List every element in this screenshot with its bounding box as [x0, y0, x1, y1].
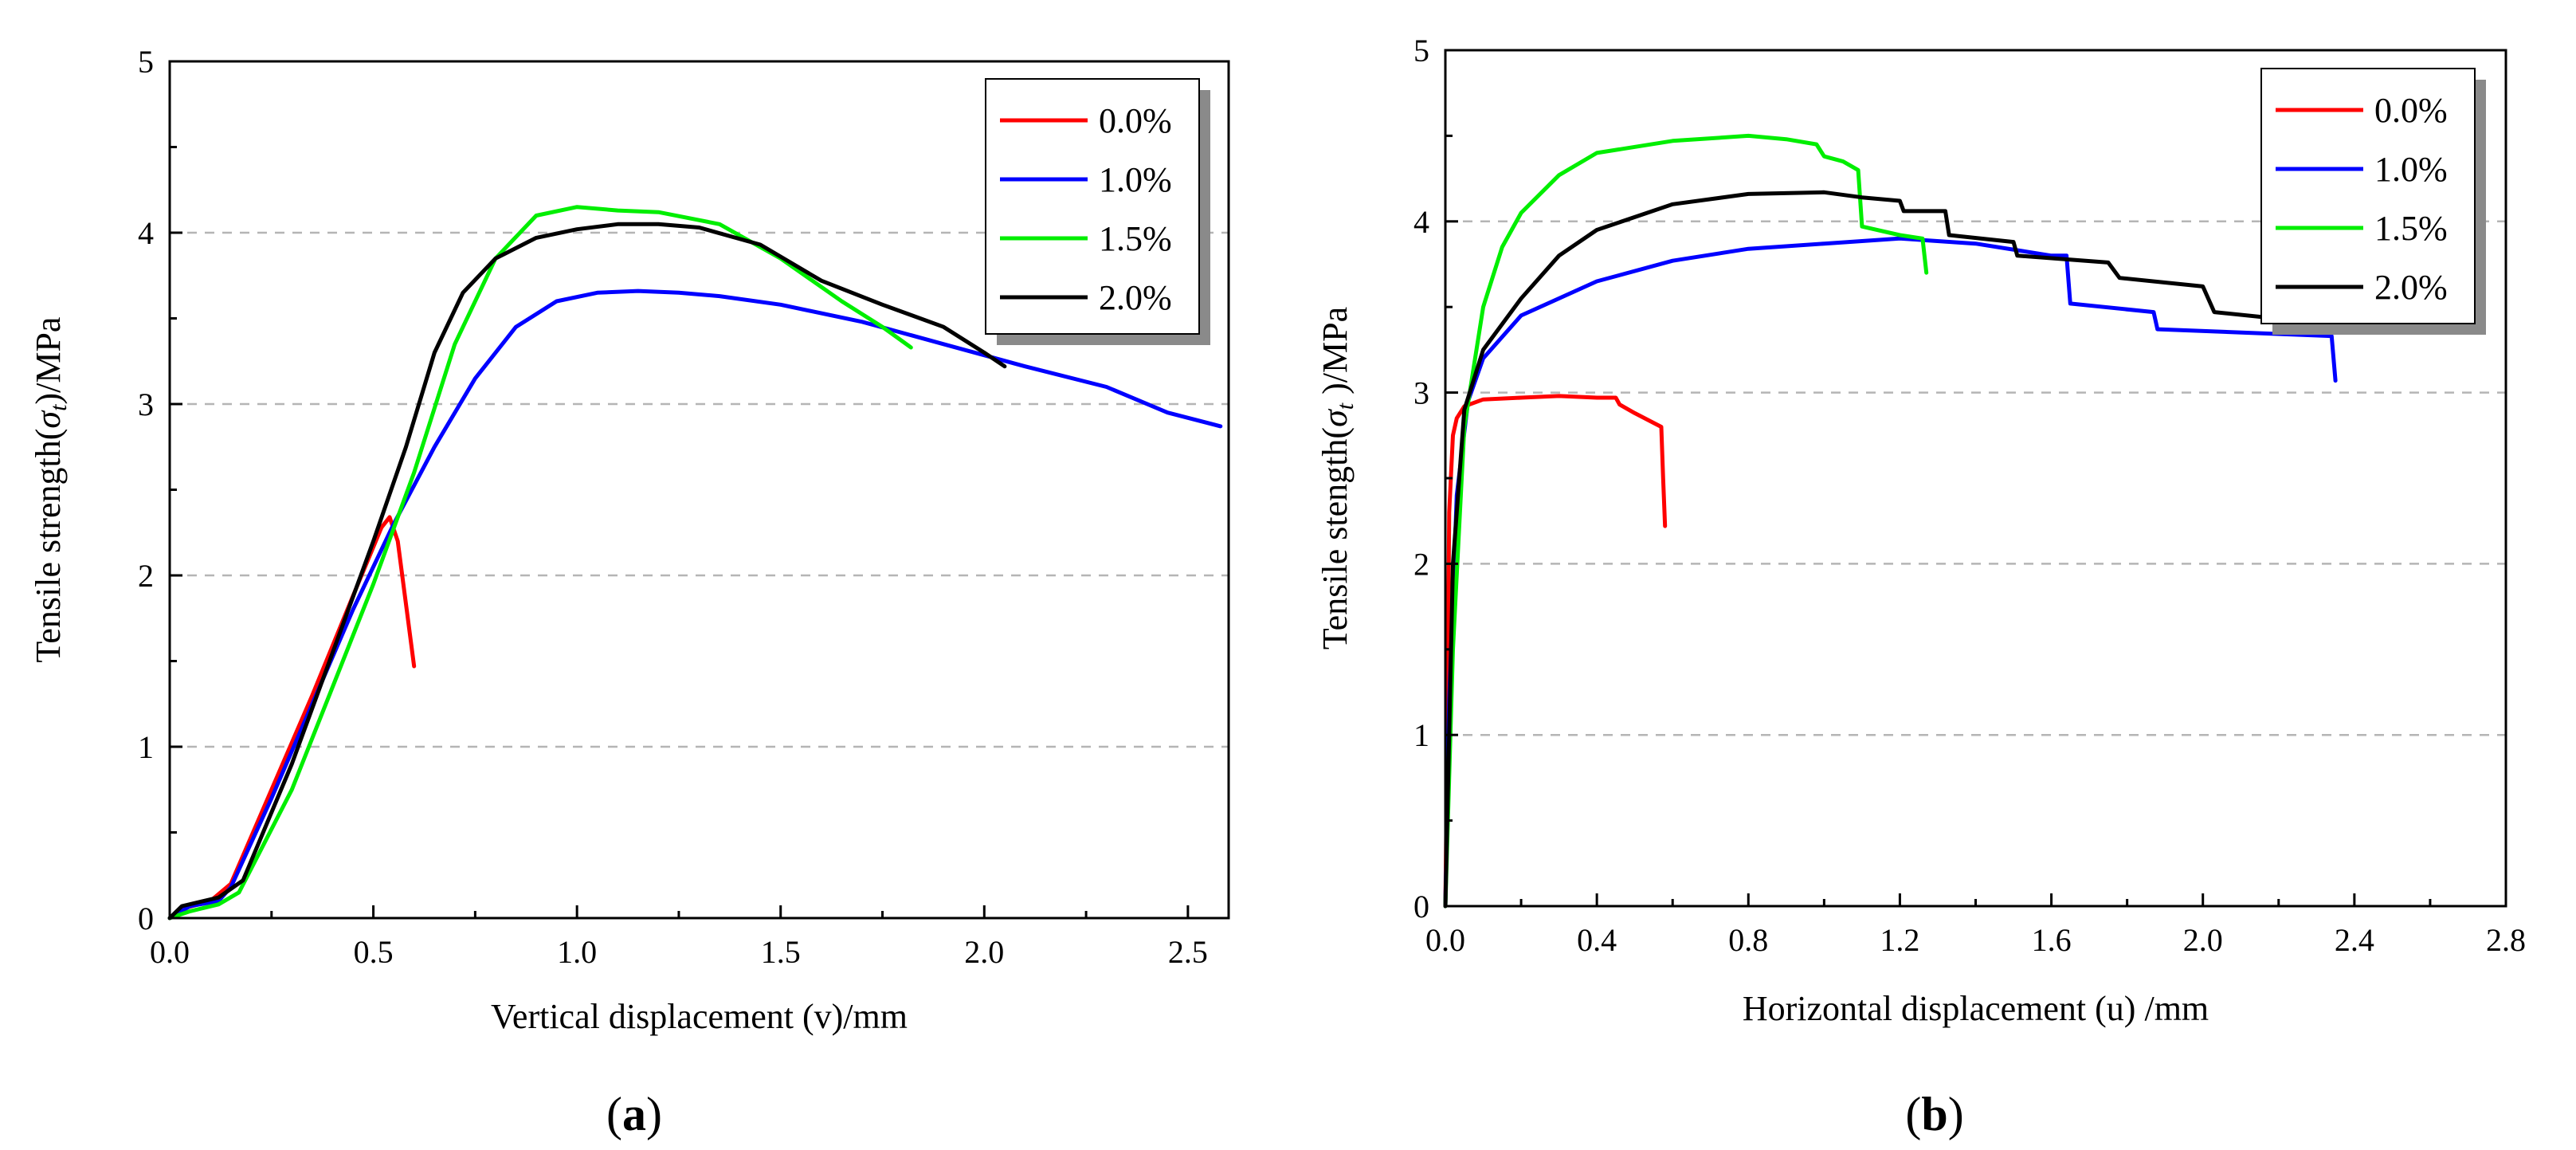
panel-b-y-title-symbol: σ [1315, 408, 1355, 427]
panel-a-x-tick-label: 0.5 [354, 934, 394, 970]
panel-b-x-tick-label: 0.4 [1577, 922, 1617, 958]
panel-b-x-tick-label: 1.6 [2032, 922, 2072, 958]
panel-a-x-tick-label: 1.0 [557, 934, 597, 970]
panel-b-ticks: 0.0 0.4 0.8 1.2 1.6 2.0 2.4 2.8 0 1 2 3 4 5 [1413, 33, 2526, 958]
panel-a-y-tick-label: 4 [138, 215, 154, 251]
panel-a-series-line-2-0- [167, 222, 1007, 920]
panel-b-legend-label: 0.0% [2374, 91, 2448, 130]
panel-a-y-title-prefix: Tensile strength( [29, 429, 68, 663]
panel-b-y-title-prefix: Tensile stength( [1315, 427, 1355, 650]
panel-b-legend: 0.0% 1.0% 1.5% 2.0% [2260, 68, 2486, 335]
panel-a-legend-label: 1.0% [1099, 160, 1172, 199]
panel-a-y-tick-label: 5 [138, 44, 154, 80]
panel-b-x-tick-label: 1.2 [1880, 922, 1919, 958]
panel-b-y-tick-label: 2 [1413, 546, 1429, 582]
panel-b-y-title-subscript: t [1332, 402, 1359, 410]
panel-b-y-tick-label: 1 [1413, 717, 1429, 753]
panel-b-y-tick-label: 4 [1413, 204, 1429, 240]
panel-b-x-tick-label: 2.8 [2486, 922, 2526, 958]
panel-b-x-tick-label: 0.8 [1728, 922, 1768, 958]
panel-b-series-line-0-0- [1443, 394, 1668, 909]
panel-a-x-tick-label: 2.5 [1168, 934, 1208, 970]
panel-a-x-tick-label: 1.5 [761, 934, 801, 970]
panel-a-x-axis-title: Vertical displacement (v)/mm [491, 997, 908, 1036]
panel-a-y-title-symbol: σ [29, 410, 68, 429]
panel-b: 0.0 0.4 0.8 1.2 1.6 2.0 2.4 2.8 0 1 2 3 4 5 Horizonta… [1315, 33, 2526, 1140]
panel-b-series-line-1-0- [1443, 236, 2338, 909]
panel-a-legend: 0.0% 1.0% 1.5% 2.0% [985, 78, 1210, 345]
panel-a-x-tick-label: 0.0 [150, 934, 190, 970]
panel-b-label-letter: b [1921, 1088, 1947, 1140]
panel-a-y-title-subscript: t [45, 404, 72, 411]
panel-b-legend-label: 2.0% [2374, 268, 2448, 307]
panel-b-x-tick-label: 2.0 [2183, 922, 2223, 958]
panel-b-series [1443, 133, 2338, 909]
panel-a-y-axis-title: Tensile strength(σt)/MPa [29, 317, 72, 663]
panel-b-series-line-2-0- [1443, 190, 2300, 909]
panel-b-series-line-1-5- [1443, 133, 1929, 909]
panel-a-legend-label: 1.5% [1099, 219, 1172, 258]
panel-a-legend-label: 2.0% [1099, 278, 1172, 317]
panel-a-y-tick-label: 1 [138, 729, 154, 765]
panel-a-label-letter: a [622, 1088, 646, 1140]
panel-b-y-tick-label: 3 [1413, 375, 1429, 411]
panel-a-ticks: 0.0 0.5 1.0 1.5 2.0 2.5 0 1 2 3 4 5 [138, 44, 1208, 970]
panel-b-legend-label: 1.5% [2374, 209, 2448, 248]
panel-a: 0.0 0.5 1.0 1.5 2.0 2.5 0 1 2 3 4 5 Vertical displa… [29, 44, 1230, 1140]
panel-b-x-tick-label: 2.4 [2335, 922, 2374, 958]
panel-b-x-axis-title: Horizontal displacement (u) /mm [1743, 989, 2209, 1028]
panel-a-y-tick-label: 2 [138, 558, 154, 594]
panel-a-y-tick-label: 0 [138, 901, 154, 936]
panel-a-series-line-1-0- [167, 288, 1223, 920]
panel-b-y-title-suffix: )/MPa [1315, 307, 1355, 403]
panel-b-x-tick-label: 0.0 [1425, 922, 1465, 958]
panel-b-y-axis-title: Tensile stength(σt )/MPa [1315, 307, 1359, 650]
panel-b-legend-label: 1.0% [2374, 150, 2448, 189]
panel-b-grid [1445, 220, 2506, 736]
panel-a-y-tick-label: 3 [138, 387, 154, 422]
panel-b-y-tick-label: 0 [1413, 889, 1429, 924]
panel-b-label: (b) [1905, 1088, 1963, 1140]
panel-a-x-tick-label: 2.0 [964, 934, 1004, 970]
panel-a-legend-label: 0.0% [1099, 101, 1172, 140]
panel-a-label: (a) [606, 1088, 662, 1140]
panel-a-y-title-suffix: )/MPa [29, 317, 68, 405]
panel-b-y-tick-label: 5 [1413, 33, 1429, 69]
panel-a-series [167, 205, 1223, 920]
